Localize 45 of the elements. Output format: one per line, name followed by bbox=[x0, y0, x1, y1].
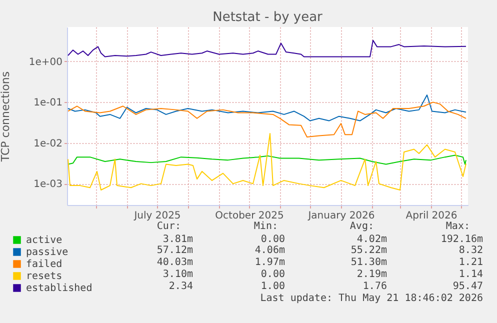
text: 3.10m bbox=[162, 269, 193, 282]
legend-label: active bbox=[26, 235, 62, 246]
text: 40.03m bbox=[156, 257, 193, 270]
legend-label: passive bbox=[26, 247, 68, 258]
text: 1.97m bbox=[254, 257, 285, 270]
text: 95.47 bbox=[452, 281, 483, 294]
text: 55.22m bbox=[350, 245, 387, 258]
text: 0.00 bbox=[260, 269, 285, 282]
text: Last update: Thu May 21 18:46:02 2026 bbox=[260, 293, 483, 305]
text: 1.76 bbox=[362, 281, 387, 294]
text: 51.30m bbox=[350, 257, 387, 270]
x-tick-label: July 2025 bbox=[133, 210, 181, 222]
text: 1.21 bbox=[458, 257, 483, 270]
text: 1.00 bbox=[260, 281, 285, 294]
y-tick-label: 1e-01 bbox=[34, 98, 62, 109]
line-series bbox=[68, 94, 466, 122]
text: Avg: bbox=[350, 221, 374, 233]
text: 192.16m bbox=[440, 234, 483, 246]
text: 3.81m bbox=[162, 234, 193, 246]
x-tick-label: October 2025 bbox=[215, 210, 284, 222]
line-series bbox=[68, 154, 466, 165]
text: Max: bbox=[446, 221, 470, 233]
line-series bbox=[68, 102, 466, 138]
text: 2.19m bbox=[356, 269, 387, 282]
y-tick-label: 1e+00 bbox=[28, 56, 62, 68]
text: 57.12m bbox=[156, 245, 193, 258]
text: Min: bbox=[254, 221, 278, 233]
text: 1.14 bbox=[458, 269, 483, 282]
chart-title: Netstat - by year bbox=[212, 10, 324, 25]
text: 2.34 bbox=[168, 281, 193, 294]
legend-label: resets bbox=[26, 271, 62, 282]
y-tick-label: 1e-02 bbox=[34, 138, 62, 150]
text: Cur: bbox=[156, 221, 181, 233]
text: 0.00 bbox=[260, 234, 285, 246]
line-series bbox=[68, 133, 466, 191]
text: 4.06m bbox=[254, 245, 285, 258]
legend-label: established bbox=[26, 283, 92, 294]
y-axis-title: TCP connections bbox=[0, 71, 12, 163]
x-tick-label: April 2026 bbox=[406, 210, 458, 222]
text: 8.32 bbox=[458, 245, 483, 258]
legend-label: failed bbox=[26, 259, 62, 270]
text: 4.02m bbox=[356, 234, 387, 246]
line-series bbox=[68, 40, 466, 58]
x-tick-label: January 2026 bbox=[307, 210, 375, 222]
y-tick-label: 1e-03 bbox=[34, 179, 62, 190]
